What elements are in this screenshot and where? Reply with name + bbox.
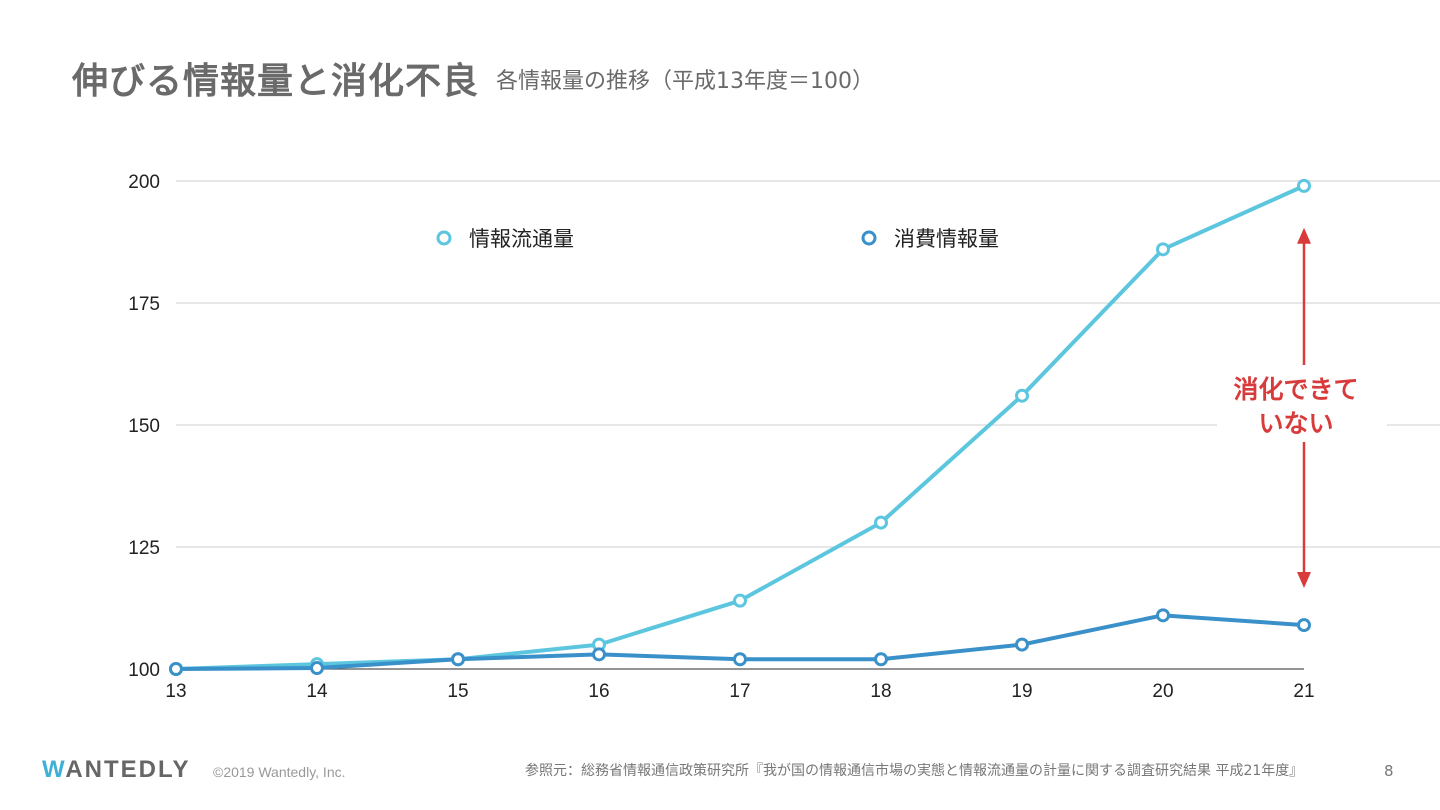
x-tick-label: 21 [1293, 681, 1314, 702]
page-number: 8 [1384, 762, 1394, 780]
x-tick-label: 17 [729, 681, 750, 702]
annotation-background [1217, 365, 1387, 445]
source-citation: 参照元：総務省情報通信政策研究所『我が国の情報通信市場の実態と情報流通量の計量に… [525, 763, 1304, 779]
data-point [1297, 178, 1311, 193]
y-tick-label: 200 [128, 172, 160, 193]
page-title: 伸びる情報量と消化不良 [72, 61, 480, 102]
data-point [310, 661, 324, 676]
x-tick-label: 20 [1152, 681, 1173, 702]
x-tick-label: 14 [306, 681, 328, 702]
wantedly-logo: WANTEDLY [42, 756, 191, 783]
data-point [874, 515, 888, 530]
data-point [1015, 388, 1029, 403]
arrow-head-up-icon [1297, 227, 1311, 244]
page-subtitle: 各情報量の推移（平成13年度＝100） [496, 69, 874, 94]
x-tick-label: 15 [447, 681, 468, 702]
data-point [1297, 618, 1311, 633]
data-point [451, 652, 465, 667]
annotation-text: いない [1258, 409, 1333, 438]
x-tick-label: 19 [1011, 681, 1032, 702]
x-tick-label: 16 [588, 681, 609, 702]
data-point [1015, 637, 1029, 652]
y-tick-label: 125 [128, 538, 160, 559]
data-point [874, 652, 888, 667]
legend-marker-icon [861, 230, 877, 246]
data-point [592, 647, 606, 662]
y-tick-label: 175 [128, 294, 160, 315]
data-point [1156, 608, 1170, 623]
copyright: ©2019 Wantedly, Inc. [213, 764, 346, 780]
data-point [1156, 242, 1170, 257]
legend-label: 情報流通量 [469, 227, 574, 251]
arrow-head-down-icon [1297, 572, 1311, 589]
annotation-text: 消化できて [1233, 375, 1358, 404]
legend-marker-icon [436, 230, 452, 246]
legend-label: 消費情報量 [894, 227, 999, 251]
data-point [733, 593, 747, 608]
y-tick-label: 150 [128, 416, 160, 437]
x-tick-label: 18 [870, 681, 891, 702]
data-point [169, 662, 183, 676]
y-tick-label: 100 [128, 660, 160, 681]
data-point [733, 652, 747, 667]
x-tick-label: 13 [165, 681, 186, 702]
